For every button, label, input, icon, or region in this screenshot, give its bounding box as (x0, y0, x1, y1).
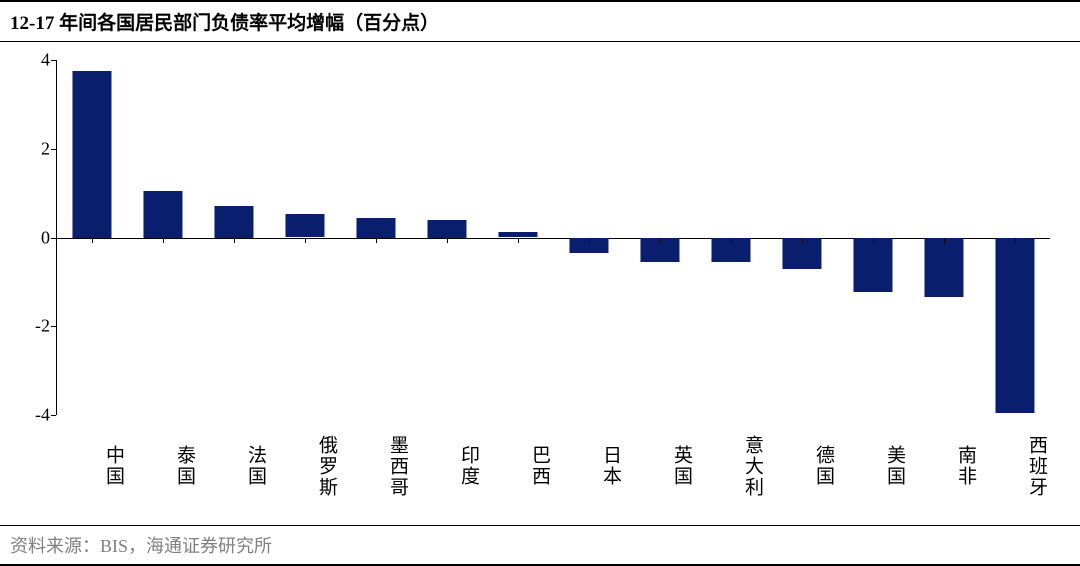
bars-row (56, 60, 1050, 415)
y-axis: -4-2024 (20, 60, 56, 415)
bar-slot (340, 60, 411, 415)
bar-slot (979, 60, 1050, 415)
bar (853, 238, 892, 292)
x-label: 美国 (837, 421, 908, 511)
x-labels: 中国泰国法国俄罗斯墨西哥印度巴西日本英国意大利德国美国南非西班牙 (56, 421, 1050, 511)
y-tick-label: -2 (35, 316, 50, 337)
x-label: 意大利 (695, 421, 766, 511)
x-tick (1015, 238, 1016, 243)
x-tick (873, 238, 874, 243)
x-tick (234, 238, 235, 243)
bar-slot (269, 60, 340, 415)
x-label: 日本 (553, 421, 624, 511)
x-label: 墨西哥 (340, 421, 411, 511)
x-label: 南非 (908, 421, 979, 511)
bar-slot (482, 60, 553, 415)
x-label: 英国 (624, 421, 695, 511)
source-text: 资料来源：BIS，海通证券研究所 (0, 525, 1080, 566)
x-tick (447, 238, 448, 243)
bar (356, 218, 395, 238)
x-label: 巴西 (482, 421, 553, 511)
x-label: 德国 (766, 421, 837, 511)
bar-slot (127, 60, 198, 415)
x-tick (305, 238, 306, 243)
x-tick (163, 238, 164, 243)
y-tick-label: 2 (41, 138, 50, 159)
x-label: 俄罗斯 (269, 421, 340, 511)
x-label: 法国 (198, 421, 269, 511)
y-tick-label: -4 (35, 405, 50, 426)
bar-slot (908, 60, 979, 415)
bar (214, 206, 253, 237)
bar-slot (198, 60, 269, 415)
bar-slot (837, 60, 908, 415)
x-tick (92, 238, 93, 243)
bar-slot (695, 60, 766, 415)
plot: -4-2024 中国泰国法国俄罗斯墨西哥印度巴西日本英国意大利德国美国南非西班牙 (56, 60, 1050, 415)
chart-title: 12-17 年间各国居民部门负债率平均增幅（百分点） (0, 0, 1080, 42)
x-tick (660, 238, 661, 243)
x-label: 泰国 (127, 421, 198, 511)
x-label: 中国 (56, 421, 127, 511)
bar (72, 71, 111, 237)
x-tick (376, 238, 377, 243)
bar-slot (411, 60, 482, 415)
x-tick (944, 238, 945, 243)
bar-slot (56, 60, 127, 415)
bar (995, 238, 1034, 413)
x-label: 印度 (411, 421, 482, 511)
y-tick-mark (51, 415, 56, 416)
bar-slot (766, 60, 837, 415)
x-tick (518, 238, 519, 243)
x-tick (802, 238, 803, 243)
y-tick-label: 4 (41, 50, 50, 71)
x-label: 西班牙 (979, 421, 1050, 511)
bar (285, 214, 324, 237)
bar (427, 220, 466, 238)
bar-slot (553, 60, 624, 415)
bar (143, 191, 182, 238)
bar (924, 238, 963, 298)
chart-area: -4-2024 中国泰国法国俄罗斯墨西哥印度巴西日本英国意大利德国美国南非西班牙 (0, 42, 1080, 502)
bar-slot (624, 60, 695, 415)
x-tick (731, 238, 732, 243)
x-tick (589, 238, 590, 243)
y-tick-label: 0 (41, 227, 50, 248)
